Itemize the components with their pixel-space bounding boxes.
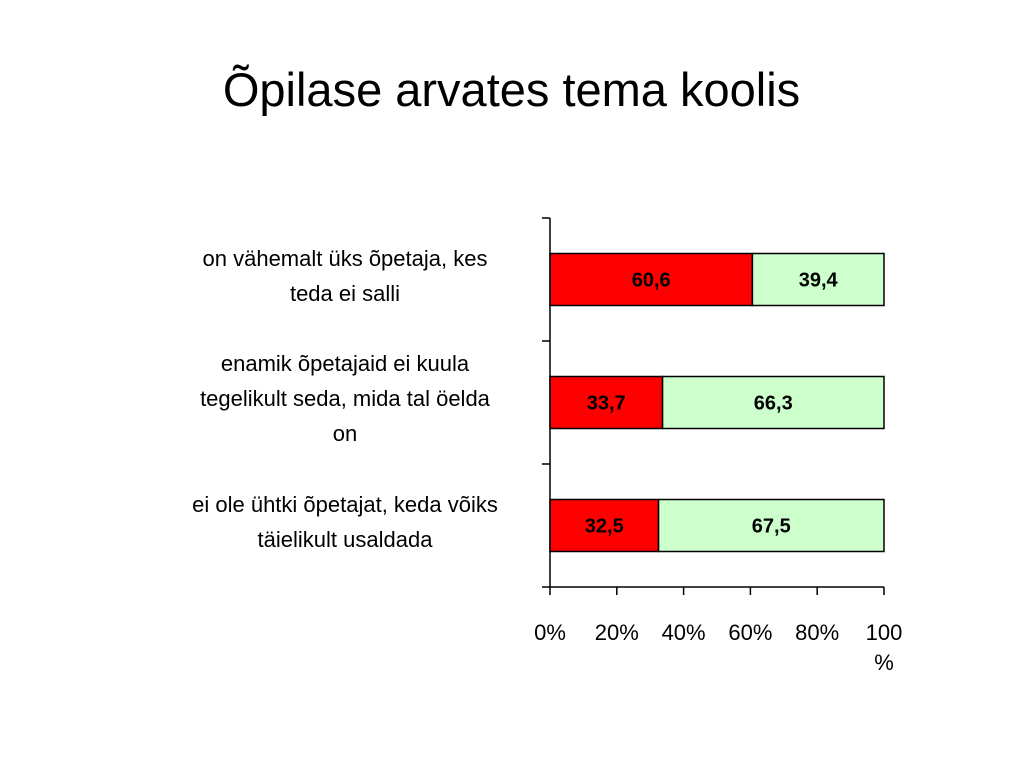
bar-segment-2-2 — [661, 375, 885, 430]
x-tick-label: 0% — [534, 620, 566, 645]
category-label-line: teda ei salli — [289, 280, 401, 306]
category-label-line: on — [332, 421, 358, 446]
x-tick-label: 20% — [595, 620, 639, 645]
x-tick-label: 80% — [795, 620, 839, 645]
x-tick-label: 100 — [866, 620, 903, 645]
bar-segment-3-2 — [657, 498, 885, 553]
data-label-1-2: 39,4 — [799, 270, 839, 292]
data-label-3-1: 32,5 — [585, 516, 624, 538]
x-tick-label: 40% — [662, 620, 706, 645]
x-tick-label: 60% — [728, 620, 772, 645]
category-label-2: enamik õpetajaid ei kuula tegelikult seda… — [155, 346, 535, 451]
data-label-3-2: 67,5 — [752, 516, 791, 538]
bar-segment-1-2 — [751, 252, 885, 307]
category-label-1: on vähemalt üks õpetaja, kes teda ei sall… — [155, 241, 535, 311]
category-label-3: ei ole ühtki õpetajat, keda võiks täielik… — [155, 487, 535, 557]
data-label-2-2: 66,3 — [754, 393, 793, 415]
slide-title: Õpilase arvates tema koolis — [222, 63, 801, 116]
category-label-line: on vähemalt üks õpetaja, kes — [202, 245, 488, 271]
category-label-line: tegelikult seda, mida tal öelda — [200, 386, 490, 411]
bar-segment-2-1 — [549, 375, 664, 430]
x-tick-label: % — [874, 650, 894, 675]
category-label-line: ei ole ühtki õpetajat, keda võiks — [192, 491, 498, 517]
data-label-2-1: 33,7 — [587, 393, 626, 415]
data-label-1-1: 60,6 — [632, 270, 671, 292]
category-label-line: enamik õpetajaid ei kuula — [220, 351, 470, 376]
bar-segment-1-1 — [549, 252, 754, 307]
category-label-line: täielikult usaldada — [257, 526, 433, 552]
